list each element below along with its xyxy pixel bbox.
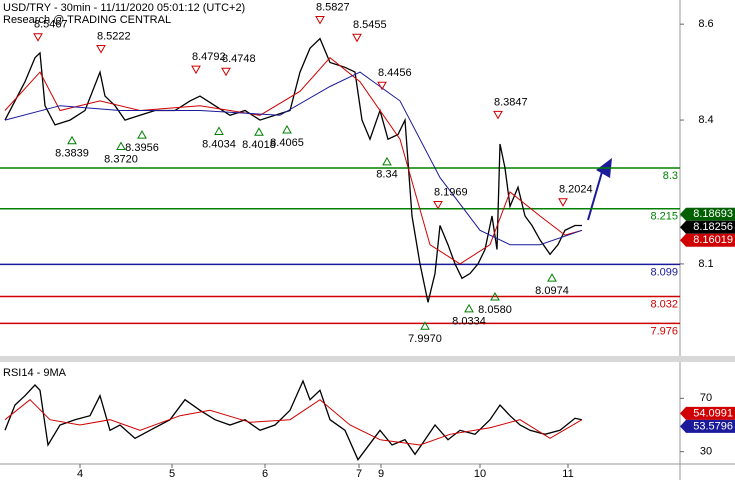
x-tick-label: 7 (356, 468, 362, 480)
price-tag-label: 8.16019 (693, 234, 733, 246)
y-tick-label: 8.1 (698, 258, 713, 270)
low-label: 8.4018 (242, 139, 276, 151)
low-marker (116, 141, 126, 150)
low-label: 8.0334 (452, 316, 486, 328)
x-tick-label: 9 (378, 468, 384, 480)
low-marker (67, 135, 77, 145)
y-tick-label: 30 (700, 446, 712, 458)
low-label: 7.9970 (408, 333, 442, 345)
price-tag-label: 8.18256 (693, 221, 733, 233)
high-label: 8.5467 (34, 19, 68, 31)
high-marker (352, 33, 362, 43)
price-tag (680, 419, 735, 433)
low-marker (420, 321, 430, 330)
x-tick-label: 11 (562, 468, 573, 480)
x-tick-label: 6 (262, 468, 268, 480)
high-marker (191, 65, 201, 75)
chart-title: USD/TRY - 30min - 11/11/2020 05:01:12 (U… (3, 2, 245, 14)
price-tag (680, 207, 735, 221)
series-line (4, 71, 583, 246)
high-label: 8.4748 (222, 53, 256, 65)
y-tick-label: 8.4 (698, 114, 713, 126)
low-label: 8.3839 (55, 148, 89, 160)
low-marker (464, 303, 474, 313)
high-label: 8.5827 (316, 1, 350, 13)
x-tick-label: 5 (169, 468, 175, 480)
price-tag (680, 233, 735, 247)
high-label: 8.4456 (378, 67, 412, 79)
series-line (4, 399, 583, 446)
low-marker (214, 126, 224, 135)
level-label: 8.032 (650, 298, 678, 310)
low-label: 8.0580 (478, 304, 512, 316)
series-line (4, 57, 583, 265)
low-label: 8.34 (376, 169, 397, 181)
high-label: 8.2024 (559, 184, 593, 196)
low-label: 8.3956 (125, 142, 159, 154)
level-label: 8.3 (663, 170, 678, 182)
high-label: 8.4792 (192, 51, 226, 63)
high-marker (433, 200, 443, 210)
series-line (4, 379, 583, 461)
y-tick-label: 8.6 (698, 18, 713, 30)
high-marker (558, 198, 568, 207)
low-marker (282, 124, 292, 134)
panel-divider (0, 356, 735, 362)
level-label: 8.099 (650, 266, 678, 278)
low-marker (547, 273, 557, 282)
high-marker (377, 81, 387, 91)
low-label: 8.0974 (535, 285, 569, 297)
low-label: 8.3720 (104, 153, 138, 165)
low-marker (490, 292, 500, 301)
price-tag-label: 53.5796 (693, 420, 733, 432)
forecast-arrow (587, 171, 603, 221)
x-tick-label: 10 (474, 468, 486, 480)
high-label: 8.5222 (97, 30, 131, 42)
high-marker (315, 15, 325, 25)
low-label: 8.4065 (270, 137, 304, 149)
price-tag-label: 54.0991 (693, 407, 733, 419)
level-label: 8.215 (650, 211, 678, 223)
low-marker (137, 130, 147, 139)
level-label: 7.976 (650, 325, 678, 337)
series-line (4, 37, 582, 303)
high-marker (33, 33, 43, 42)
chart-subtitle: Research @ TRADING CENTRAL (3, 14, 171, 26)
price-tag (680, 406, 735, 420)
low-marker (254, 127, 264, 136)
high-label: 8.3847 (494, 96, 528, 108)
high-marker (221, 67, 231, 77)
high-marker (493, 110, 503, 120)
high-label: 8.5455 (353, 19, 387, 31)
x-tick-label: 4 (77, 468, 83, 480)
rsi-title: RSI14 - 9MA (3, 367, 67, 379)
high-marker (96, 44, 106, 54)
low-label: 8.4034 (202, 138, 236, 150)
high-label: 8.1969 (434, 186, 468, 198)
low-marker (382, 156, 392, 166)
price-tag-label: 8.18693 (693, 208, 733, 220)
y-tick-label: 70 (700, 392, 712, 404)
price-tag (680, 220, 735, 234)
